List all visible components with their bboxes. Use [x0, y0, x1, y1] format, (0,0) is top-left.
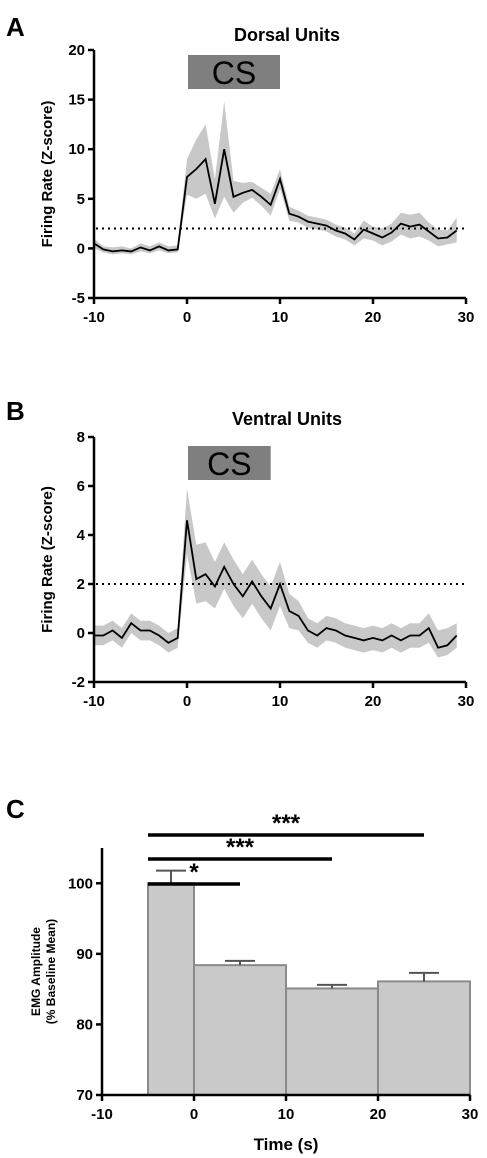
significance-label: *** [226, 834, 255, 861]
panel-a: A Dorsal Units CS -5 0 5 10 15 20 -10 0 10 20 30 Firin… [6, 12, 474, 326]
y-axis-label-line2: (% Baseline Mean) [44, 919, 58, 1024]
y-tick-label: 0 [77, 240, 85, 257]
x-tick-label: 20 [365, 693, 382, 710]
y-tick-label: -2 [72, 674, 85, 691]
panel-letter: B [6, 396, 25, 426]
y-tick-label: 0 [77, 625, 85, 642]
y-tick-label: 90 [76, 946, 93, 963]
x-axis-label: Time (s) [254, 1135, 319, 1154]
y-axis-label: Firing Rate (Z-score) [39, 101, 56, 248]
x-tick-label: 0 [190, 1106, 198, 1123]
x-tick-label: 0 [183, 309, 191, 326]
y-tick-label: 15 [68, 92, 85, 109]
sem-band [94, 101, 457, 255]
mean-line [94, 520, 458, 649]
y-axis-label-line1: EMG Amplitude [29, 927, 43, 1016]
y-tick-label: 70 [76, 1087, 93, 1104]
panel-b: B Ventral Units CS -2 0 2 4 6 8 -10 0 10 20 30 Firing … [6, 396, 474, 710]
y-tick-label: 80 [76, 1016, 93, 1033]
x-tick-label: 0 [183, 693, 191, 710]
panel-title: Dorsal Units [234, 25, 340, 45]
y-tick-label: 100 [68, 875, 93, 892]
y-tick-label: 8 [77, 429, 85, 446]
panel-letter: C [6, 794, 25, 824]
y-tick-label: 20 [68, 42, 85, 59]
cs-box [188, 55, 280, 89]
panel-letter: A [6, 12, 25, 42]
bar [377, 980, 471, 1097]
cs-label: CS [212, 55, 256, 91]
bar [147, 882, 195, 1096]
sem-band [94, 488, 457, 658]
y-tick-label: 10 [68, 141, 85, 158]
cs-label: CS [207, 446, 251, 482]
x-tick-label: 10 [272, 309, 289, 326]
bar [285, 987, 379, 1096]
y-tick-label: 4 [77, 527, 86, 544]
x-tick-label: 30 [458, 309, 475, 326]
y-tick-label: 6 [77, 478, 85, 495]
y-tick-label: 5 [77, 191, 85, 208]
x-tick-label: 10 [272, 693, 289, 710]
significance-label: * [189, 859, 199, 886]
x-tick-label: -10 [83, 309, 105, 326]
bar [193, 964, 287, 1096]
y-tick-label: -5 [72, 290, 85, 307]
x-tick-label: 20 [370, 1106, 387, 1123]
significance-label: *** [272, 810, 301, 837]
x-tick-label: 10 [278, 1106, 295, 1123]
x-tick-label: -10 [83, 693, 105, 710]
x-tick-label: -10 [91, 1106, 113, 1123]
x-tick-label: 30 [462, 1106, 479, 1123]
cs-box [188, 446, 271, 480]
y-tick-label: 2 [77, 576, 85, 593]
x-tick-label: 30 [458, 693, 475, 710]
x-tick-label: 20 [365, 309, 382, 326]
mean-line [93, 149, 458, 253]
y-axis-label: Firing Rate (Z-score) [39, 486, 56, 633]
panel-title: Ventral Units [232, 409, 342, 429]
